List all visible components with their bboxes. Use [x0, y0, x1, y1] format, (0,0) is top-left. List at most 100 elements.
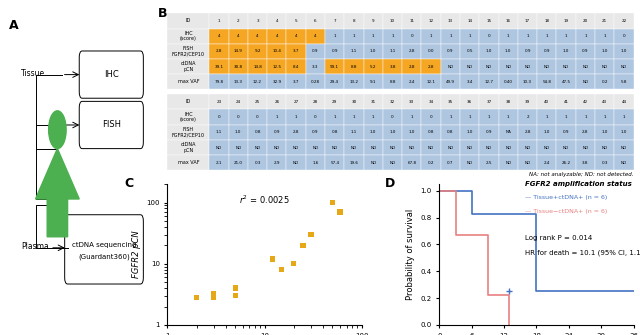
Text: ND: ND: [447, 65, 454, 69]
Bar: [268, 28, 287, 44]
Bar: [614, 28, 634, 44]
Bar: [325, 44, 344, 59]
Bar: [287, 74, 306, 89]
Bar: [518, 74, 537, 89]
Bar: [402, 28, 422, 44]
Polygon shape: [36, 149, 79, 237]
Text: 27: 27: [294, 100, 299, 104]
Text: D: D: [385, 177, 396, 190]
Text: 1: 1: [449, 34, 452, 38]
Text: 99.1: 99.1: [330, 65, 339, 69]
Text: ND: ND: [293, 145, 299, 149]
Bar: [248, 59, 268, 74]
Text: FISH
FGFR2/CEP10: FISH FGFR2/CEP10: [172, 46, 205, 57]
Text: 43: 43: [602, 100, 607, 104]
Text: 34: 34: [429, 100, 434, 104]
Y-axis label: FGFR2 pCN: FGFR2 pCN: [132, 231, 141, 278]
Text: 0.9: 0.9: [332, 49, 338, 53]
Text: 2.8: 2.8: [408, 49, 415, 53]
Text: ND: ND: [370, 161, 376, 165]
Bar: [441, 125, 460, 140]
Text: ND: ND: [621, 145, 627, 149]
Bar: [576, 94, 595, 110]
Text: 1.0: 1.0: [235, 130, 241, 134]
Point: [289, 261, 299, 266]
Bar: [460, 125, 479, 140]
Text: ND: ND: [602, 65, 608, 69]
Bar: [287, 140, 306, 155]
Bar: [228, 13, 248, 28]
Text: 10.4: 10.4: [273, 49, 281, 53]
Bar: [441, 44, 460, 59]
Text: ND: ND: [602, 145, 608, 149]
Bar: [325, 140, 344, 155]
Point: [267, 256, 277, 262]
Bar: [518, 110, 537, 125]
Text: 2: 2: [237, 19, 239, 23]
Text: 12.7: 12.7: [484, 80, 493, 84]
Text: 2.8: 2.8: [524, 130, 531, 134]
Text: 1: 1: [468, 34, 471, 38]
Bar: [556, 155, 576, 171]
Text: 4: 4: [295, 34, 298, 38]
Text: 1.0: 1.0: [602, 49, 608, 53]
Bar: [614, 125, 634, 140]
Text: 4: 4: [276, 19, 278, 23]
Text: 1: 1: [333, 34, 336, 38]
Text: 0.3: 0.3: [254, 161, 261, 165]
Bar: [248, 13, 268, 28]
Bar: [248, 44, 268, 59]
Text: 0: 0: [218, 115, 220, 119]
Bar: [209, 94, 228, 110]
Text: 1: 1: [218, 19, 220, 23]
Text: 12.1: 12.1: [427, 80, 436, 84]
Bar: [325, 125, 344, 140]
Bar: [402, 155, 422, 171]
Bar: [248, 94, 268, 110]
Text: A: A: [10, 19, 19, 32]
Text: 16: 16: [506, 19, 511, 23]
Text: 2.8: 2.8: [216, 49, 222, 53]
Text: ND: ND: [467, 161, 473, 165]
Text: 10.3: 10.3: [523, 80, 532, 84]
Text: 21: 21: [602, 19, 607, 23]
Bar: [614, 59, 634, 74]
Bar: [422, 125, 441, 140]
Text: 15: 15: [486, 19, 492, 23]
Bar: [306, 13, 325, 28]
Text: 1.1: 1.1: [389, 49, 396, 53]
Text: — Tissue−ctDNA+ (n = 6): — Tissue−ctDNA+ (n = 6): [525, 209, 607, 214]
Bar: [228, 59, 248, 74]
Bar: [325, 28, 344, 44]
Bar: [614, 140, 634, 155]
Bar: [168, 13, 209, 28]
Text: 1.0: 1.0: [621, 130, 627, 134]
Text: 0.9: 0.9: [486, 130, 492, 134]
Bar: [248, 28, 268, 44]
Text: 1: 1: [565, 34, 567, 38]
Bar: [556, 59, 576, 74]
Bar: [402, 94, 422, 110]
Bar: [383, 94, 402, 110]
Bar: [168, 44, 209, 59]
Bar: [614, 74, 634, 89]
Text: ND: ND: [428, 145, 434, 149]
Bar: [383, 59, 402, 74]
Text: 4: 4: [218, 34, 220, 38]
Bar: [402, 74, 422, 89]
Text: 49.9: 49.9: [446, 80, 455, 84]
Bar: [422, 44, 441, 59]
Bar: [441, 13, 460, 28]
Text: 32.9: 32.9: [272, 80, 282, 84]
Text: 0.9: 0.9: [543, 49, 550, 53]
Bar: [168, 155, 209, 171]
Text: 39.1: 39.1: [214, 65, 223, 69]
Text: 1: 1: [584, 34, 587, 38]
Bar: [209, 13, 228, 28]
Bar: [364, 94, 383, 110]
Bar: [460, 74, 479, 89]
Text: 8: 8: [353, 19, 355, 23]
Bar: [537, 155, 556, 171]
Bar: [228, 28, 248, 44]
Bar: [325, 155, 344, 171]
